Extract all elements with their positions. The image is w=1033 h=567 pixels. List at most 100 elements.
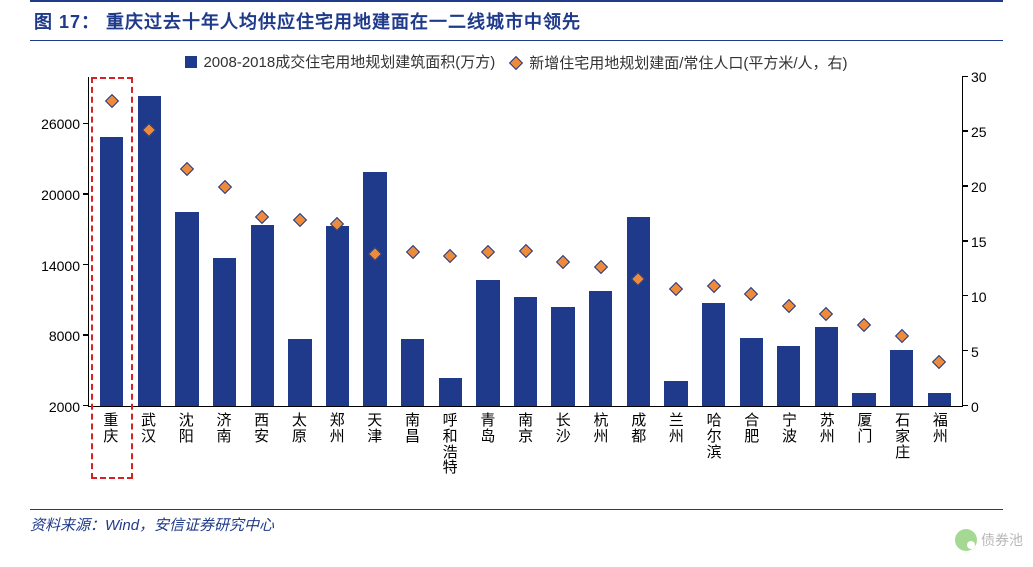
bar-slot <box>206 77 244 406</box>
chart-area: 2008-2018成交住宅用地规划建筑面积(万方) 新增住宅用地规划建面/常住人口… <box>30 43 1003 503</box>
bar <box>589 291 612 406</box>
right-tick: 10 <box>971 289 1003 305</box>
diamond-marker <box>556 255 570 269</box>
diamond-marker <box>406 245 420 259</box>
bar <box>363 172 386 406</box>
diamond-marker <box>706 279 720 293</box>
bar-slot <box>808 77 846 406</box>
bar <box>213 258 236 406</box>
bar-slot <box>319 77 357 406</box>
right-tick-mark <box>962 295 968 297</box>
bar-slot <box>582 77 620 406</box>
diamond-marker <box>932 355 946 369</box>
bar <box>439 378 462 406</box>
diamond-marker <box>481 245 495 259</box>
figure-label: 图 17： <box>34 12 100 32</box>
left-tick-mark <box>83 193 89 195</box>
x-label: 宁波 <box>771 407 809 476</box>
left-tick-mark <box>83 123 89 125</box>
bar-slot <box>732 77 770 406</box>
right-tick: 20 <box>971 179 1003 195</box>
bar-slot <box>770 77 808 406</box>
x-label: 武汉 <box>130 407 168 476</box>
bar-slot <box>168 77 206 406</box>
bar-slot <box>507 77 545 406</box>
legend-label: 2008-2018成交住宅用地规划建筑面积(万方) <box>203 51 495 72</box>
x-label: 青岛 <box>469 407 507 476</box>
x-label: 合肥 <box>733 407 771 476</box>
x-label: 沈阳 <box>167 407 205 476</box>
x-label: 苏州 <box>808 407 846 476</box>
bar-slot <box>695 77 733 406</box>
right-tick: 30 <box>971 69 1003 85</box>
legend: 2008-2018成交住宅用地规划建筑面积(万方) 新增住宅用地规划建面/常住人口… <box>30 43 1003 77</box>
diamond-marker <box>819 307 833 321</box>
bar <box>815 327 838 406</box>
legend-swatch-bar <box>185 56 197 68</box>
diamond-marker <box>518 244 532 258</box>
bar <box>175 212 198 406</box>
left-tick: 26000 <box>30 116 80 132</box>
left-tick: 14000 <box>30 258 80 274</box>
x-label: 成都 <box>620 407 658 476</box>
source-footer: 资料来源：Wind，安信证券研究中心 <box>30 509 1003 535</box>
plot-wrap: 20008000140002000026000 051015202530 <box>88 77 963 407</box>
x-label: 石家庄 <box>884 407 922 476</box>
y-axis-left: 20008000140002000026000 <box>30 77 80 407</box>
x-label: 杭州 <box>582 407 620 476</box>
right-tick-mark <box>962 130 968 132</box>
left-tick: 20000 <box>30 187 80 203</box>
bar <box>288 339 311 406</box>
bar <box>627 217 650 406</box>
x-label: 太原 <box>281 407 319 476</box>
bar-slot <box>356 77 394 406</box>
bar <box>476 280 499 406</box>
x-label: 南昌 <box>394 407 432 476</box>
left-tick-mark <box>83 264 89 266</box>
bar-slot <box>394 77 432 406</box>
diamond-marker <box>443 249 457 263</box>
wechat-icon <box>955 529 977 551</box>
chart-title-line: 图 17： 重庆过去十年人均供应住宅用地建面在一二线城市中领先 <box>34 12 581 32</box>
x-label: 哈尔滨 <box>695 407 733 476</box>
bar-slot <box>883 77 921 406</box>
diamond-marker <box>255 210 269 224</box>
right-tick: 5 <box>971 344 1003 360</box>
diamond-marker <box>669 282 683 296</box>
legend-item: 2008-2018成交住宅用地规划建筑面积(万方) <box>185 51 495 72</box>
bar <box>928 393 951 406</box>
bar-slot <box>845 77 883 406</box>
left-tick-mark <box>83 334 89 336</box>
x-label: 福州 <box>921 407 959 476</box>
bar <box>100 137 123 406</box>
chart-header: 图 17： 重庆过去十年人均供应住宅用地建面在一二线城市中领先 <box>30 0 1003 41</box>
left-tick: 2000 <box>30 399 80 415</box>
bar <box>326 226 349 406</box>
legend-swatch-diamond <box>509 55 523 69</box>
diamond-marker <box>293 213 307 227</box>
chart-title: 重庆过去十年人均供应住宅用地建面在一二线城市中领先 <box>106 12 581 32</box>
bar-slot <box>131 77 169 406</box>
right-tick-mark <box>962 350 968 352</box>
bar-slot <box>243 77 281 406</box>
bar-slot <box>93 77 131 406</box>
bar <box>401 339 424 406</box>
bar <box>740 338 763 406</box>
right-tick: 15 <box>971 234 1003 250</box>
legend-label: 新增住宅用地规划建面/常住人口(平方米/人，右) <box>529 52 847 73</box>
bar <box>777 346 800 406</box>
x-label: 天津 <box>356 407 394 476</box>
left-tick-mark <box>83 405 89 407</box>
right-tick-mark <box>962 240 968 242</box>
diamond-marker <box>744 287 758 301</box>
bar-slot <box>620 77 658 406</box>
bar <box>890 350 913 406</box>
bar-slot <box>544 77 582 406</box>
x-label: 厦门 <box>846 407 884 476</box>
diamond-marker <box>594 260 608 274</box>
x-label: 重庆 <box>92 407 130 476</box>
bar <box>514 297 537 406</box>
x-axis-labels: 重庆武汉沈阳济南西安太原郑州天津南昌呼和浩特青岛南京长沙杭州成都兰州哈尔滨合肥宁… <box>88 407 963 476</box>
bar <box>852 393 875 406</box>
x-label: 呼和浩特 <box>431 407 469 476</box>
